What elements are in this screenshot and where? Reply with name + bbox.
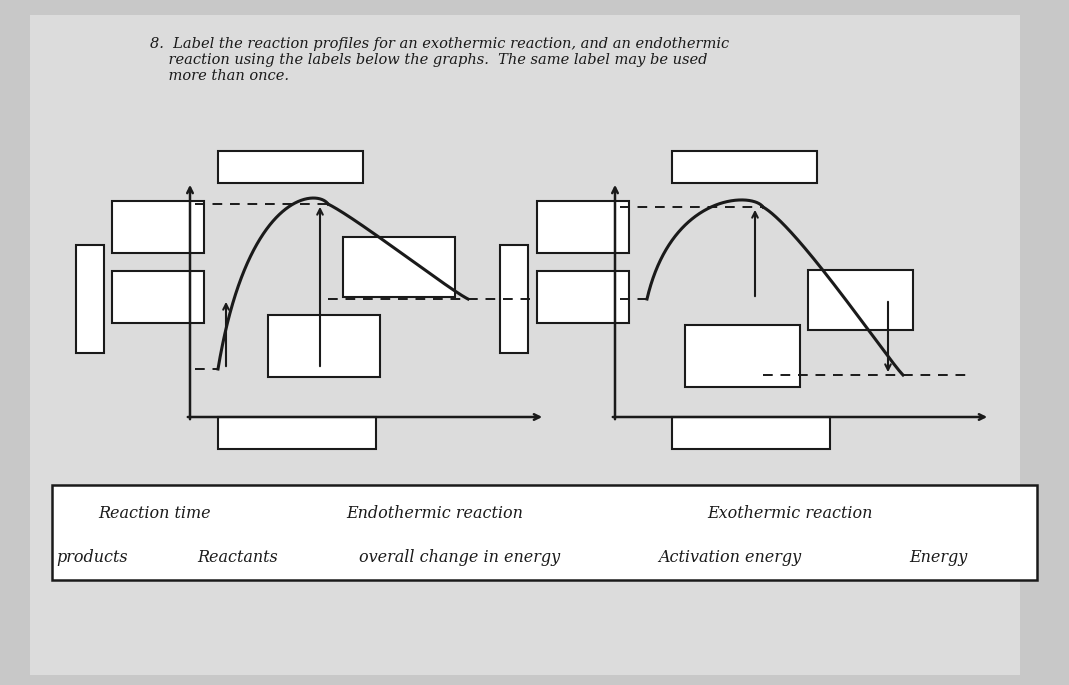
Bar <box>672 417 830 449</box>
Bar <box>685 325 800 387</box>
Bar <box>268 315 379 377</box>
Text: overall change in energy: overall change in energy <box>359 549 560 566</box>
Text: Energy: Energy <box>909 549 967 566</box>
Text: Exothermic reaction: Exothermic reaction <box>708 504 872 521</box>
Bar <box>672 151 817 183</box>
Bar <box>52 485 1037 580</box>
Text: Reaction time: Reaction time <box>98 504 212 521</box>
Text: Endothermic reaction: Endothermic reaction <box>346 504 524 521</box>
Bar <box>343 237 455 297</box>
Bar <box>808 270 913 330</box>
Bar <box>537 271 629 323</box>
Text: 8.  Label the reaction profiles for an exothermic reaction, and an endothermic
 : 8. Label the reaction profiles for an ex… <box>150 37 729 84</box>
Bar <box>537 201 629 253</box>
Bar <box>500 245 528 353</box>
Bar <box>218 151 363 183</box>
Bar <box>112 271 204 323</box>
Bar <box>218 417 376 449</box>
Text: Activation energy: Activation energy <box>659 549 802 566</box>
Text: Reactants: Reactants <box>198 549 278 566</box>
Bar <box>76 245 104 353</box>
Bar <box>112 201 204 253</box>
Text: products: products <box>57 549 128 566</box>
